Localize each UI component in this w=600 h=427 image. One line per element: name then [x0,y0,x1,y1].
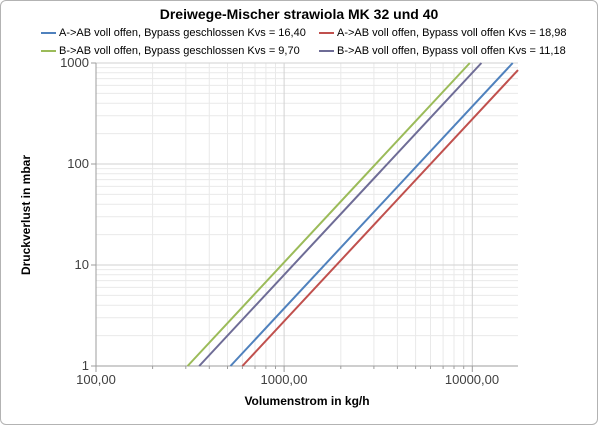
y-tick-label: 10 [74,257,89,272]
y-tick-label: 1000 [60,55,89,70]
chart-title: Dreiwege-Mischer strawiola MK 32 und 40 [159,6,439,22]
legend-item: A->AB voll offen, Bypass geschlossen Kvs… [41,27,319,39]
legend-label: A->AB voll offen, Bypass geschlossen Kvs… [59,27,306,39]
legend: A->AB voll offen, Bypass geschlossen Kvs… [41,24,581,60]
legend-item: A->AB voll offen, Bypass voll offen Kvs … [319,27,581,39]
legend-line-swatch [41,32,56,34]
x-tick-label: 1000,00 [260,372,308,387]
legend-line-swatch [41,50,56,52]
legend-label: B->AB voll offen, Bypass geschlossen Kvs… [59,45,300,57]
legend-line-swatch [319,32,334,34]
y-axis-title: Druckverlust in mbar [19,154,33,276]
x-axis-title: Volumenstrom in kg/h [244,394,370,408]
x-tick-label: 10000,00 [444,372,500,387]
legend-item: B->AB voll offen, Bypass voll offen Kvs … [319,45,581,57]
y-tick-label: 100 [67,156,89,171]
legend-label: B->AB voll offen, Bypass voll offen Kvs … [337,45,566,57]
legend-line-swatch [319,50,334,52]
x-tick-label: 100,00 [76,372,116,387]
legend-item: B->AB voll offen, Bypass geschlossen Kvs… [41,45,319,57]
legend-label: A->AB voll offen, Bypass voll offen Kvs … [337,27,567,39]
y-tick-label: 1 [81,358,89,373]
